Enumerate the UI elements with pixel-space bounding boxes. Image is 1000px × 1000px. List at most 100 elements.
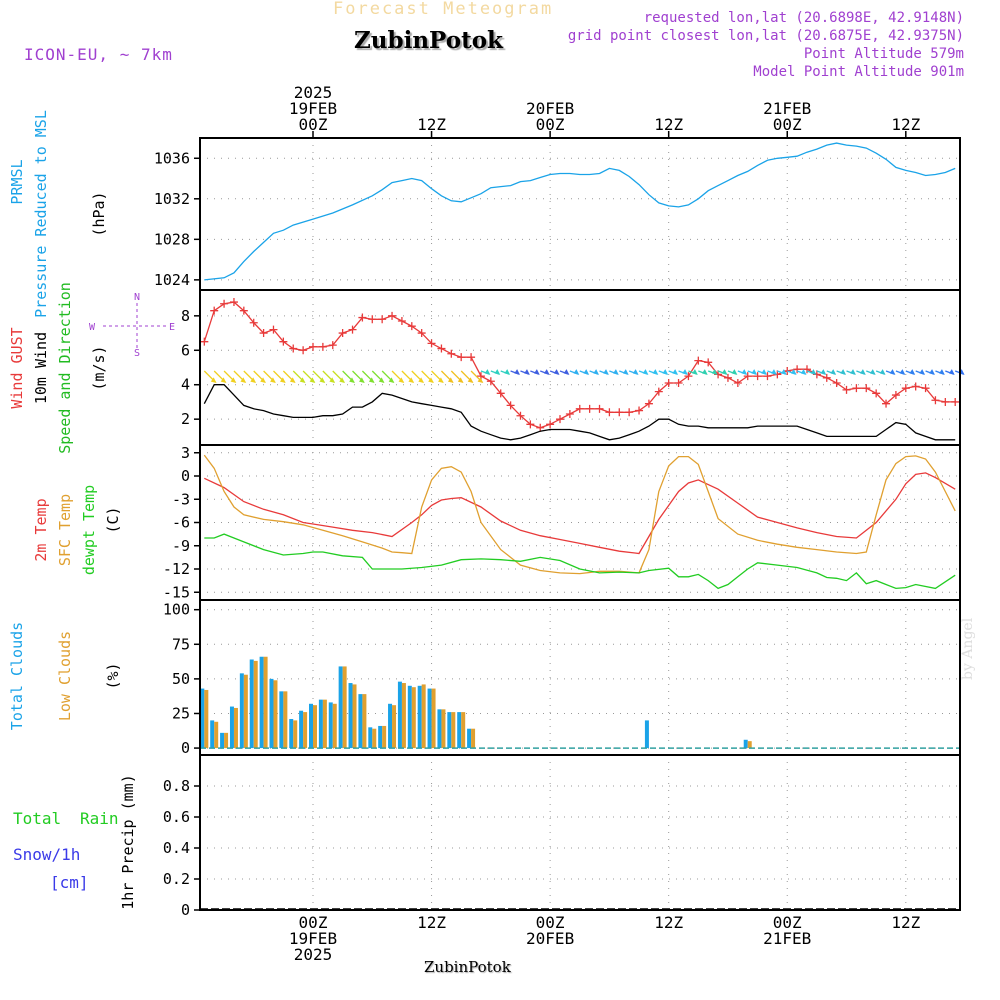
cloud-total-bar [447,712,452,749]
cloud-total-bar [200,688,205,749]
cloud-total-bar [397,681,402,749]
label-ms: (m/s) [90,345,108,390]
wind-direction-arrowhead [899,369,906,375]
gust-marker [249,318,258,327]
time-bottom-label: 21FEB [763,929,811,948]
wind-direction-arrowhead [909,369,916,375]
label-snow: Snow/1h [13,845,80,864]
gust-marker [704,358,713,367]
time-top-label: 2025 [294,83,333,102]
wind-direction-arrowhead [467,377,474,384]
compass-cross [103,303,168,350]
gust-marker [684,372,693,381]
gust-marker [289,344,298,353]
gust-marker [941,397,950,406]
y-tick-label-precip: 0.6 [163,808,190,826]
cloud-low-bar [392,705,397,749]
wind-direction-arrowhead [781,369,787,375]
y-tick-label-pressure: 1028 [154,230,190,248]
cloud-total-bar [210,720,215,749]
cloud-total-bar [239,673,244,749]
label-2m-temp: 2m Temp [32,498,50,561]
y-tick-label-precip: 0.8 [163,777,190,795]
cloud-total-bar [743,739,748,749]
header-grid-point: grid point closest lon,lat (20.6875E, 42… [567,28,964,44]
label-cm: [cm] [50,873,89,892]
cloud-total-bar [269,678,274,749]
gust-marker [832,379,841,387]
compass-n: N [134,292,140,303]
header-requested: requested lon,lat (20.6898E, 42.9148N) [643,10,964,26]
gust-marker [931,396,940,405]
cloud-total-bar [229,706,234,749]
footer-location: ZubinPotok [424,958,511,976]
cloud-total-bar [338,666,343,749]
cloud-total-bar [299,710,304,749]
cloud-low-bar [332,703,337,749]
gust-marker [901,384,910,393]
gust-marker [595,404,604,413]
cloud-low-bar [214,721,219,749]
gust-marker [239,306,248,315]
wind-direction-arrowhead [632,369,639,375]
gust-marker [427,339,436,348]
cloud-total-bar [289,719,294,749]
y-tick-label-temperature: -9 [172,537,190,555]
wind-direction-arrowhead [869,369,876,375]
header-location-title: ZubinPotok [354,27,503,54]
wind-direction-arrowhead [457,377,464,384]
gust-marker [921,384,930,393]
time-top-label: 12Z [891,115,920,134]
gust-marker [269,325,278,334]
gust-marker [536,423,545,432]
label-c: (C) [104,506,122,533]
pressure-line [204,142,956,281]
cloud-total-bar [437,709,442,749]
wind-direction-arrowhead [279,377,286,384]
panel-frame-pressure [199,137,961,291]
wind-direction-arrowhead [524,369,530,375]
wind-direction-arrowhead [682,369,688,375]
time-bottom-label: 12Z [654,913,683,932]
cloud-low-bar [233,707,238,749]
cloud-low-bar [471,728,476,749]
gust-marker [852,384,861,393]
gust-marker [397,317,406,325]
wind-direction-arrowhead [270,377,276,384]
cloud-total-bar [358,694,363,749]
label-speed-direction: Speed and Direction [56,282,74,454]
wind-direction-arrowhead [398,377,405,384]
wind-direction-arrowhead [830,369,837,375]
wind-direction-arrowhead [418,377,425,384]
gust-marker [585,404,594,413]
label-dewpt-temp: dewpt Temp [80,485,98,575]
compass-w: W [89,322,96,333]
gust-marker [842,385,851,394]
gust-marker [822,373,831,382]
wind-direction-arrowhead [543,369,550,375]
wind-direction-arrowhead [447,377,454,384]
y-tick-label-pressure: 1024 [154,271,190,289]
gust-marker [200,337,209,346]
gust-marker [763,372,772,381]
gust-marker [773,370,782,379]
wind-direction-arrowhead [701,369,708,375]
y-tick-label-clouds: 50 [172,670,190,688]
wind-direction-arrowhead [484,369,491,375]
gust-marker [279,337,288,346]
wind-direction-arrowhead [751,369,758,375]
gust-marker [486,377,495,386]
y-tick-label-pressure: 1036 [154,149,190,167]
wind-direction-arrowhead [339,377,346,384]
wind-direction-arrowhead [220,377,227,384]
label-1hr-precip: 1hr Precip (mm) [119,774,137,909]
wind-direction-arrowhead [319,377,326,384]
label-total: Total [13,809,61,828]
gust-marker [299,346,308,355]
wind-direction-arrowhead [494,369,501,375]
header-supertitle: Forecast Meteogram [333,0,554,19]
cloud-total-bar [318,699,323,749]
cloud-total-bar [348,683,353,749]
cloud-total-bar [328,702,333,749]
